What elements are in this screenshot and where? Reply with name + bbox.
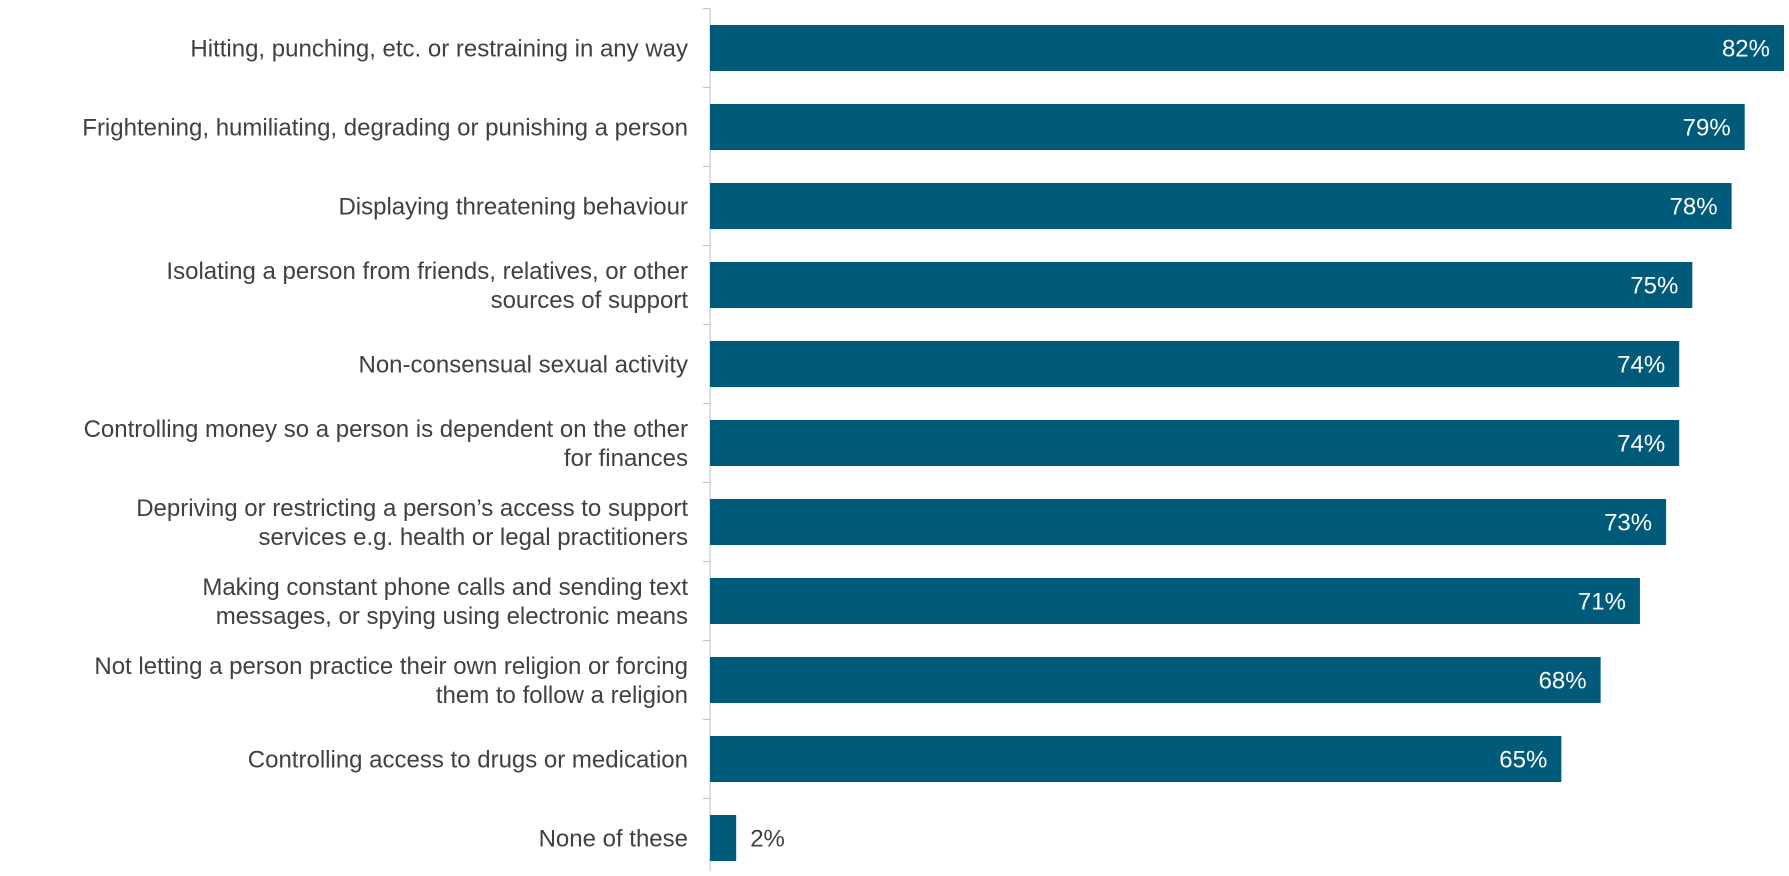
category-label-line: Depriving or restricting a person’s acce… — [136, 495, 688, 522]
bar — [710, 420, 1680, 466]
data-label: 79% — [1683, 114, 1731, 141]
category-label-line: Displaying threatening behaviour — [338, 193, 688, 220]
bar — [710, 341, 1680, 387]
category-label: Making constant phone calls and sending … — [202, 574, 688, 630]
data-label: 68% — [1539, 667, 1587, 694]
bar — [710, 736, 1562, 782]
bar — [710, 183, 1732, 229]
bar — [710, 578, 1640, 624]
category-label: Non-consensual sexual activity — [359, 351, 689, 378]
data-label: 73% — [1604, 509, 1652, 536]
category-label: Controlling access to drugs or medicatio… — [248, 746, 688, 773]
category-label-line: Non-consensual sexual activity — [359, 351, 689, 378]
data-label: 2% — [750, 825, 785, 852]
data-label: 65% — [1499, 746, 1547, 773]
category-label-line: None of these — [539, 825, 688, 852]
category-label: Displaying threatening behaviour — [338, 193, 688, 220]
category-label-line: for finances — [564, 445, 688, 472]
data-label: 78% — [1670, 193, 1718, 220]
category-label-line: Not letting a person practice their own … — [94, 653, 688, 680]
bar — [710, 104, 1745, 150]
data-label: 75% — [1630, 272, 1678, 299]
bar — [710, 25, 1784, 71]
category-label-line: messages, or spying using electronic mea… — [216, 603, 688, 630]
category-label: Hitting, punching, etc. or restraining i… — [190, 35, 688, 62]
category-label-line: Isolating a person from friends, relativ… — [166, 258, 688, 285]
data-label: 82% — [1722, 35, 1770, 62]
category-label: Depriving or restricting a person’s acce… — [136, 495, 688, 551]
category-label-line: Controlling money so a person is depende… — [84, 416, 688, 443]
category-label-line: Hitting, punching, etc. or restraining i… — [190, 35, 688, 62]
category-label-line: Making constant phone calls and sending … — [202, 574, 688, 601]
bar — [710, 262, 1693, 308]
category-label: Isolating a person from friends, relativ… — [166, 258, 688, 314]
bar — [710, 499, 1667, 545]
category-label-line: sources of support — [491, 287, 689, 314]
data-label: 74% — [1617, 430, 1665, 457]
data-label: 74% — [1617, 351, 1665, 378]
category-label-line: Frightening, humiliating, degrading or p… — [82, 114, 688, 141]
category-label: Controlling money so a person is depende… — [84, 416, 688, 472]
category-label-line: Controlling access to drugs or medicatio… — [248, 746, 688, 773]
bar — [710, 815, 737, 861]
bar — [710, 657, 1601, 703]
category-label: Not letting a person practice their own … — [94, 653, 688, 709]
category-label-line: them to follow a religion — [436, 682, 688, 709]
data-label: 71% — [1578, 588, 1626, 615]
category-label: None of these — [539, 825, 688, 852]
category-label-line: services e.g. health or legal practition… — [258, 524, 688, 551]
category-label: Frightening, humiliating, degrading or p… — [82, 114, 688, 141]
